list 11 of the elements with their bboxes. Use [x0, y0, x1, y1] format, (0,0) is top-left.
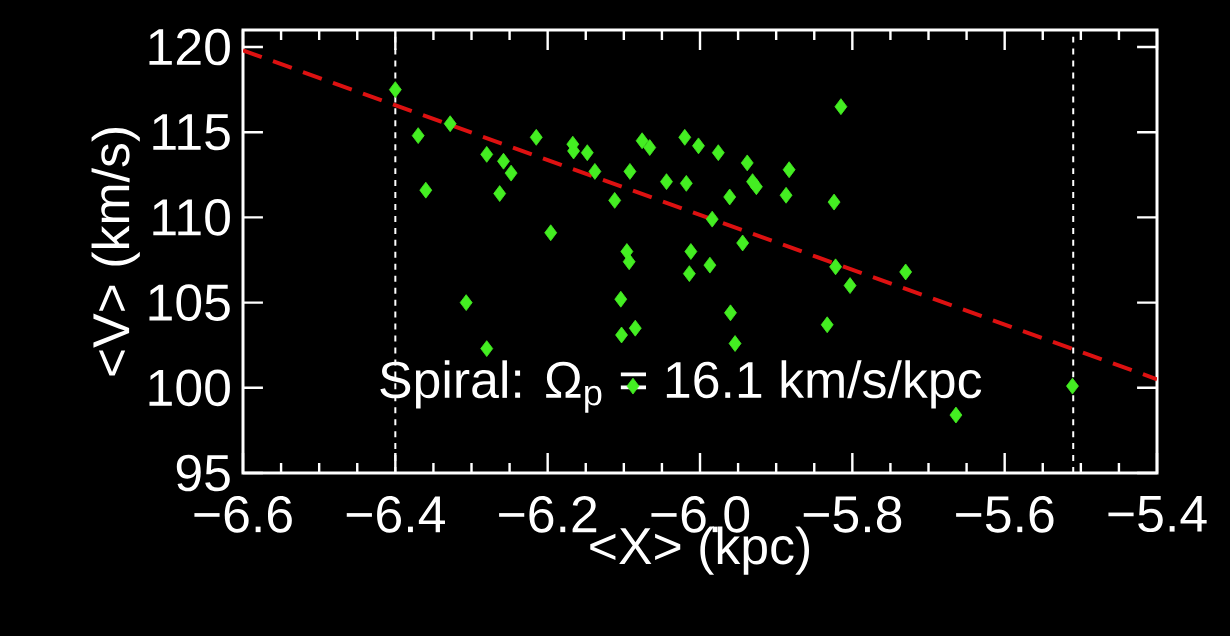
y-tick-label: 105: [149, 284, 230, 321]
y-tick-label: 110: [153, 199, 230, 236]
y-tick-label: 95: [176, 454, 230, 492]
x-tick-label: −5.4: [1108, 495, 1207, 533]
x-tick-label: −6.4: [346, 495, 445, 533]
y-tick-label: 115: [153, 114, 230, 151]
x-tick-label: −5.6: [956, 495, 1054, 533]
y-tick-label: 100: [149, 369, 230, 407]
y-axis-title: <V> (km/s): [91, 128, 140, 376]
x-tick-label: −6.6: [194, 495, 292, 533]
y-tick-label: 120: [149, 28, 230, 66]
